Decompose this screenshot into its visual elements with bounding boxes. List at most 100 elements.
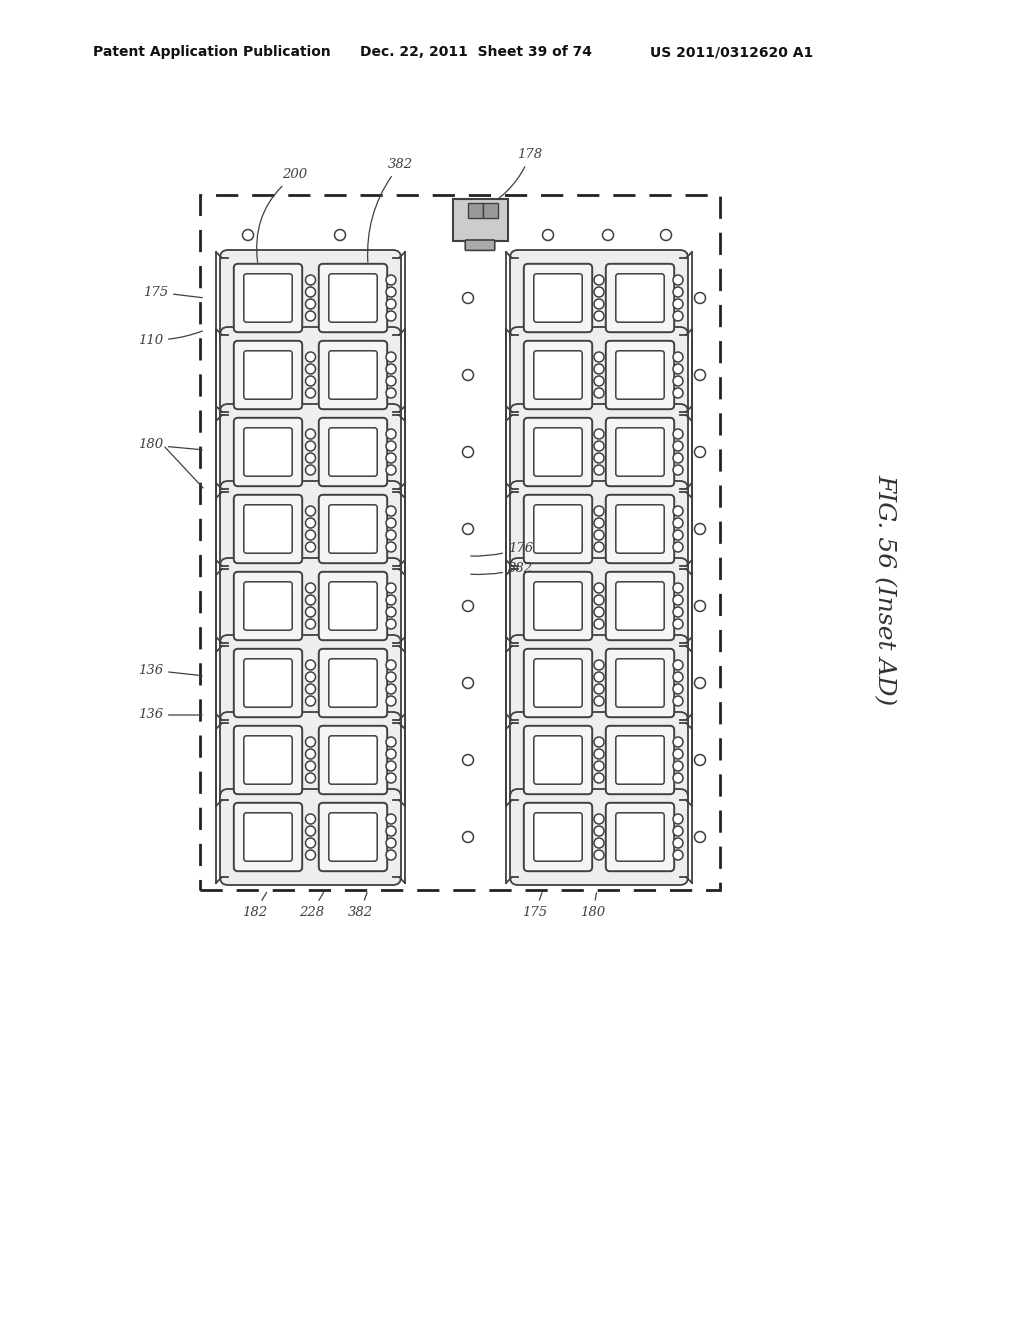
Circle shape — [463, 755, 473, 766]
Circle shape — [594, 748, 604, 759]
FancyBboxPatch shape — [606, 418, 674, 486]
Circle shape — [386, 376, 396, 385]
Text: 228: 228 — [299, 892, 325, 919]
FancyBboxPatch shape — [220, 635, 401, 731]
Circle shape — [386, 826, 396, 836]
Text: 382: 382 — [471, 561, 534, 574]
Circle shape — [594, 826, 604, 836]
Circle shape — [594, 506, 604, 516]
Circle shape — [386, 762, 396, 771]
Text: 180: 180 — [581, 892, 605, 919]
Circle shape — [594, 607, 604, 616]
Circle shape — [594, 762, 604, 771]
Circle shape — [463, 677, 473, 689]
Circle shape — [673, 275, 683, 285]
Circle shape — [594, 838, 604, 847]
Circle shape — [386, 506, 396, 516]
Circle shape — [673, 352, 683, 362]
Circle shape — [305, 660, 315, 671]
Circle shape — [305, 364, 315, 374]
FancyBboxPatch shape — [244, 351, 292, 399]
Text: 382: 382 — [347, 892, 373, 919]
FancyBboxPatch shape — [534, 659, 583, 708]
Circle shape — [305, 838, 315, 847]
FancyBboxPatch shape — [233, 649, 302, 717]
Circle shape — [673, 814, 683, 824]
Circle shape — [243, 230, 254, 240]
FancyBboxPatch shape — [606, 803, 674, 871]
FancyBboxPatch shape — [220, 249, 401, 346]
Circle shape — [594, 543, 604, 552]
Circle shape — [305, 429, 315, 440]
Circle shape — [594, 275, 604, 285]
Circle shape — [694, 677, 706, 689]
FancyBboxPatch shape — [510, 711, 688, 808]
Circle shape — [305, 453, 315, 463]
Circle shape — [694, 601, 706, 611]
FancyBboxPatch shape — [233, 726, 302, 795]
FancyBboxPatch shape — [244, 504, 292, 553]
Circle shape — [694, 832, 706, 842]
FancyBboxPatch shape — [244, 273, 292, 322]
Circle shape — [386, 465, 396, 475]
Circle shape — [386, 275, 396, 285]
Bar — [200, 195, 720, 890]
Circle shape — [594, 672, 604, 682]
Circle shape — [594, 814, 604, 824]
FancyBboxPatch shape — [233, 495, 302, 564]
Text: 200: 200 — [257, 169, 307, 263]
FancyBboxPatch shape — [510, 480, 688, 577]
Circle shape — [305, 300, 315, 309]
Circle shape — [305, 388, 315, 399]
FancyBboxPatch shape — [244, 582, 292, 630]
FancyBboxPatch shape — [329, 659, 377, 708]
Circle shape — [673, 429, 683, 440]
FancyBboxPatch shape — [510, 635, 688, 731]
Circle shape — [673, 388, 683, 399]
Text: 136: 136 — [138, 709, 202, 722]
Circle shape — [673, 441, 683, 451]
FancyBboxPatch shape — [510, 789, 688, 884]
Circle shape — [673, 607, 683, 616]
Circle shape — [386, 696, 396, 706]
FancyBboxPatch shape — [465, 240, 495, 251]
FancyBboxPatch shape — [615, 813, 665, 861]
Circle shape — [386, 619, 396, 630]
Circle shape — [673, 660, 683, 671]
Circle shape — [673, 684, 683, 694]
Circle shape — [386, 531, 396, 540]
Circle shape — [305, 275, 315, 285]
Circle shape — [673, 619, 683, 630]
FancyBboxPatch shape — [510, 404, 688, 500]
Circle shape — [305, 465, 315, 475]
FancyBboxPatch shape — [329, 351, 377, 399]
Circle shape — [305, 517, 315, 528]
Circle shape — [594, 376, 604, 385]
FancyBboxPatch shape — [318, 649, 387, 717]
FancyBboxPatch shape — [318, 572, 387, 640]
FancyBboxPatch shape — [233, 264, 302, 333]
Text: 175: 175 — [143, 285, 202, 298]
Circle shape — [305, 376, 315, 385]
FancyBboxPatch shape — [606, 264, 674, 333]
Circle shape — [386, 429, 396, 440]
FancyBboxPatch shape — [244, 659, 292, 708]
FancyBboxPatch shape — [244, 428, 292, 477]
Circle shape — [305, 595, 315, 605]
FancyBboxPatch shape — [534, 351, 583, 399]
FancyBboxPatch shape — [615, 659, 665, 708]
Circle shape — [463, 601, 473, 611]
Circle shape — [386, 441, 396, 451]
FancyBboxPatch shape — [233, 418, 302, 486]
Circle shape — [594, 429, 604, 440]
FancyBboxPatch shape — [606, 649, 674, 717]
Circle shape — [386, 595, 396, 605]
Circle shape — [694, 293, 706, 304]
Circle shape — [673, 838, 683, 847]
Circle shape — [305, 762, 315, 771]
Circle shape — [463, 446, 473, 458]
FancyBboxPatch shape — [524, 341, 592, 409]
Circle shape — [673, 543, 683, 552]
Circle shape — [305, 543, 315, 552]
FancyBboxPatch shape — [329, 273, 377, 322]
